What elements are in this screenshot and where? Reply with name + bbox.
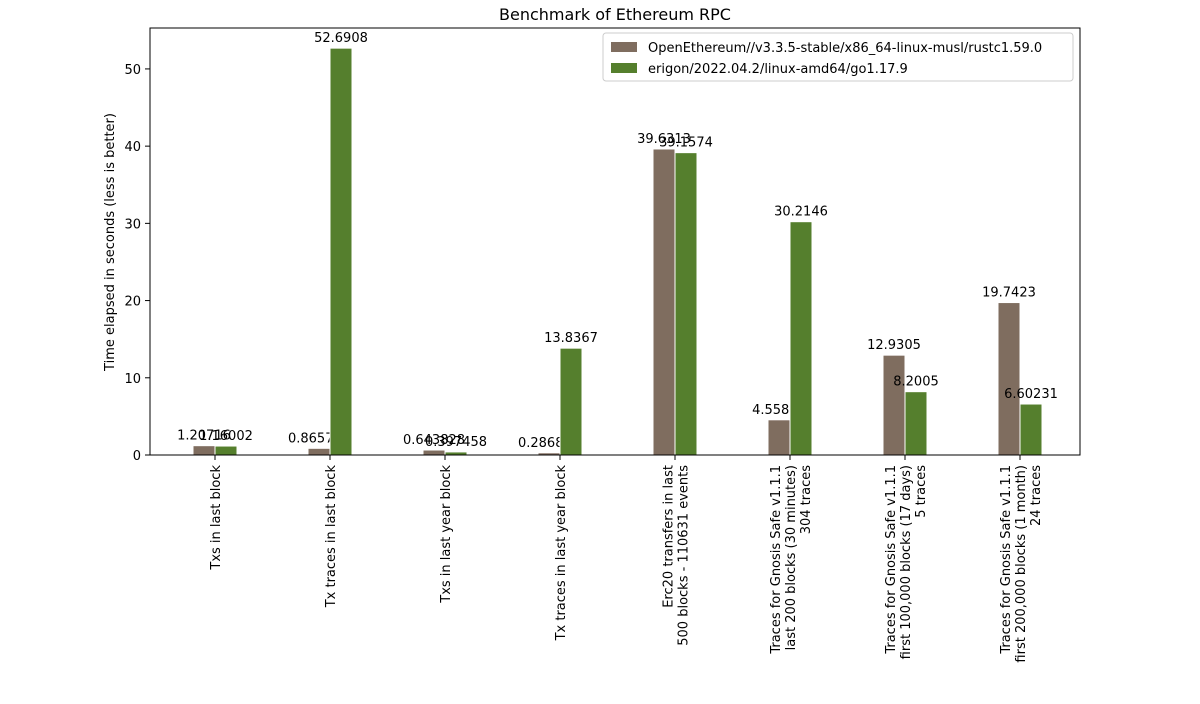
y-axis-label: Time elapsed in seconds (less is better) [103, 113, 118, 372]
bar-series1-3 [422, 449, 446, 456]
x-tick-label-line: Traces for Gnosis Safe v1.1.1 [999, 465, 1014, 655]
x-tick-label-line: last 200 blocks (30 minutes) [784, 465, 799, 650]
bar-value-label: 12.9305 [867, 338, 921, 353]
x-tick-label-line: 304 traces [799, 465, 814, 534]
x-tick-label-line: first 200,000 blocks (1 month) [1014, 465, 1029, 663]
bar-series1-6 [767, 419, 791, 456]
y-tick-label: 30 [124, 217, 141, 232]
x-tick-label-line: Traces for Gnosis Safe v1.1.1 [769, 465, 784, 655]
x-tick-label: Txs in last block [209, 465, 224, 571]
x-tick-label-line: first 100,000 blocks (17 days) [899, 465, 914, 659]
bar-series2-4 [559, 347, 583, 456]
bar-value-label: 1.16002 [199, 429, 253, 444]
legend-label-series1: OpenEthereum//v3.3.5-stable/x86_64-linux… [648, 41, 1042, 56]
x-tick-label-line: 24 traces [1029, 465, 1044, 526]
legend-label-series2: erigon/2022.04.2/linux-amd64/go1.17.9 [648, 62, 908, 77]
legend-swatch-series2 [611, 63, 637, 73]
bar-value-label: 19.7423 [982, 286, 1036, 301]
x-tick-label: Traces for Gnosis Safe v1.1.1 first 200,0… [999, 465, 1044, 663]
y-tick-label: 40 [124, 140, 141, 155]
x-tick-label: Tx traces in last block [324, 465, 339, 609]
x-tick-label-line: Txs in last year block [439, 465, 454, 604]
x-tick-label-line: Tx traces in last year block [554, 465, 569, 642]
plot-frame [149, 27, 1081, 456]
bar-series2-6 [789, 221, 813, 456]
bar-series1-5 [652, 148, 676, 456]
bar-value-label: 39.6313 [637, 132, 691, 147]
bar-series1-8 [997, 302, 1021, 456]
bar-series1-2 [307, 447, 331, 456]
y-tick-label: 50 [124, 63, 141, 78]
bar-value-label: 6.60231 [1004, 387, 1058, 402]
bar-series1-1 [192, 445, 216, 456]
bar-value-label: 52.6908 [314, 31, 368, 46]
bar-series1-7 [882, 354, 906, 456]
bar-series2-2 [329, 47, 353, 456]
chart-title: Benchmark of Ethereum RPC [499, 5, 731, 24]
bar-value-label: 0.397458 [425, 435, 487, 450]
bar-series2-7 [904, 391, 928, 456]
plot-area: 1.20716 0.865713 0.643828 0.28686639.63134.… [124, 27, 1081, 663]
bar-value-label: 39.1574 [659, 136, 713, 151]
bar-series2-1 [214, 445, 238, 456]
x-tick-label: Traces for Gnosis Safe v1.1.1 last 200 bl… [769, 465, 814, 655]
x-tick-label: Txs in last year block [439, 465, 454, 604]
x-tick-label-line: 5 traces [914, 465, 929, 518]
x-tick-label-line: Erc20 transfers in last [662, 465, 677, 608]
y-tick-label: 0 [133, 449, 141, 464]
legend-swatch-series1 [611, 42, 637, 52]
bar-series2-5 [674, 152, 698, 456]
bar-value-label: 30.2146 [774, 205, 828, 220]
legend-box [602, 32, 1074, 82]
x-tick-label-line: 500 blocks - 110631 events [677, 465, 692, 646]
bar-value-label: 8.2005 [893, 375, 939, 390]
bar-series2-8 [1019, 403, 1043, 456]
bar-value-label: 0.643828 [403, 433, 465, 448]
x-tick-label-line: Traces for Gnosis Safe v1.1.1 [884, 465, 899, 655]
legend: OpenEthereum//v3.3.5-stable/x86_64-linux… [602, 32, 1074, 82]
bar-value-label: 13.8367 [544, 331, 598, 346]
y-tick-label: 20 [124, 295, 141, 310]
x-tick-label: Erc20 transfers in last 500 blocks - 1106… [662, 465, 692, 646]
x-tick-label-line: Txs in last block [209, 465, 224, 571]
y-tick-label: 10 [124, 372, 141, 387]
x-tick-label: Traces for Gnosis Safe v1.1.1 first 100,0… [884, 465, 929, 660]
x-tick-label: Tx traces in last year block [554, 465, 569, 642]
bar-value-label: 1.20716 [177, 429, 231, 444]
x-tick-label-line: Tx traces in last block [324, 465, 339, 609]
